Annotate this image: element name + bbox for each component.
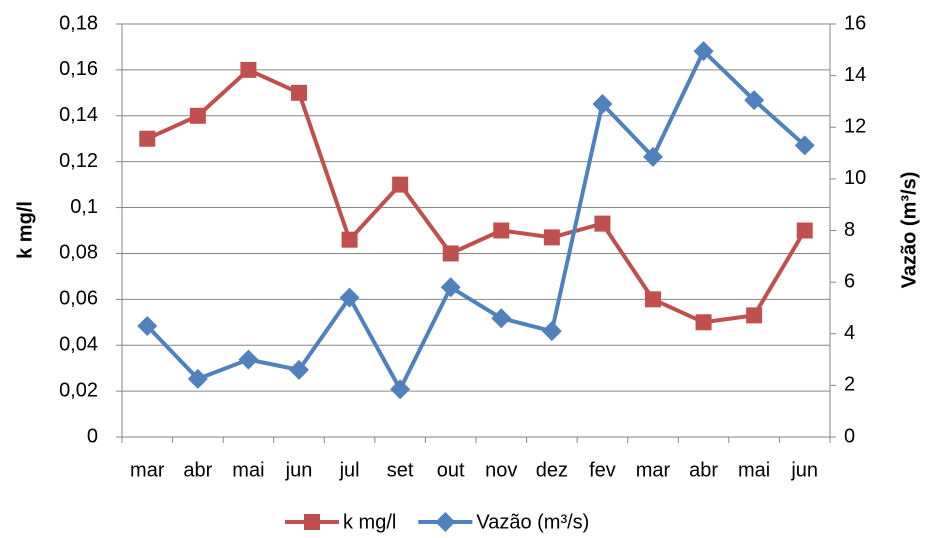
y2-tick-label: 6 [844,270,855,292]
legend-label: k mg/l [343,511,396,533]
x-tick-label: mai [232,459,264,481]
point [645,291,661,308]
point [139,130,156,147]
point [291,84,307,101]
point [643,146,663,167]
point [594,215,611,232]
y-tick-label: 0,14 [59,104,98,126]
point [339,287,360,308]
y2-tick-label: 12 [844,116,866,138]
y-tick-label: 0 [87,425,98,447]
y-tick-label: 0,16 [59,58,98,80]
point [695,314,712,331]
x-tick-label: abr [183,459,212,481]
x-tick-label: jun [790,459,818,481]
series-line [145,49,807,392]
point [390,379,411,400]
x-tick-label: abr [689,459,718,481]
legend-marker [435,512,456,532]
point [238,349,259,370]
y2-tick-label: 16 [844,12,866,34]
point [744,90,765,111]
x-tick-label: nov [485,459,517,481]
y-tick-label: 0,18 [59,12,98,34]
series-line [146,67,807,325]
point [187,368,208,389]
y-tick-label: 0,06 [59,288,98,310]
point [794,135,815,156]
point [693,41,714,62]
point [240,61,257,78]
y2-tick-label: 10 [844,167,866,189]
point [440,277,461,298]
y-tick-label: 0,02 [59,379,98,401]
y-tick-label: 0,08 [59,242,98,264]
x-tick-label: fev [589,459,616,481]
y2-tick-label: 14 [844,64,866,86]
y2-tick-label: 0 [844,425,855,447]
point [137,316,158,337]
point [543,229,560,246]
y-axis-title: k mg/l [14,201,36,259]
y-tick-label: 0,04 [59,334,98,356]
point [442,245,459,262]
point [289,359,309,380]
x-tick-label: set [387,459,414,481]
y-tick-label: 0,1 [70,196,98,218]
y2-tick-label: 2 [844,374,855,396]
y2-tick-label: 8 [844,219,855,241]
x-tick-label: jun [285,459,313,481]
legend-marker [304,514,320,530]
y-tick-label: 0,12 [59,150,98,172]
point [541,321,562,342]
point [746,307,763,324]
point [341,231,358,248]
point [796,222,813,239]
x-tick-label: mar [130,459,165,481]
x-tick-label: dez [536,459,568,481]
x-tick-label: mar [636,459,671,481]
point [493,222,510,239]
x-tick-label: out [437,459,465,481]
x-tick-label: mai [738,459,770,481]
y2-tick-label: 4 [844,322,855,344]
point [592,94,613,115]
point [491,308,512,329]
point [189,107,206,124]
point [392,176,409,193]
y2-axis-title: Vazão (m³/s) [898,172,920,289]
x-tick-label: jul [339,459,360,481]
legend-label: Vazão (m³/s) [476,511,589,533]
